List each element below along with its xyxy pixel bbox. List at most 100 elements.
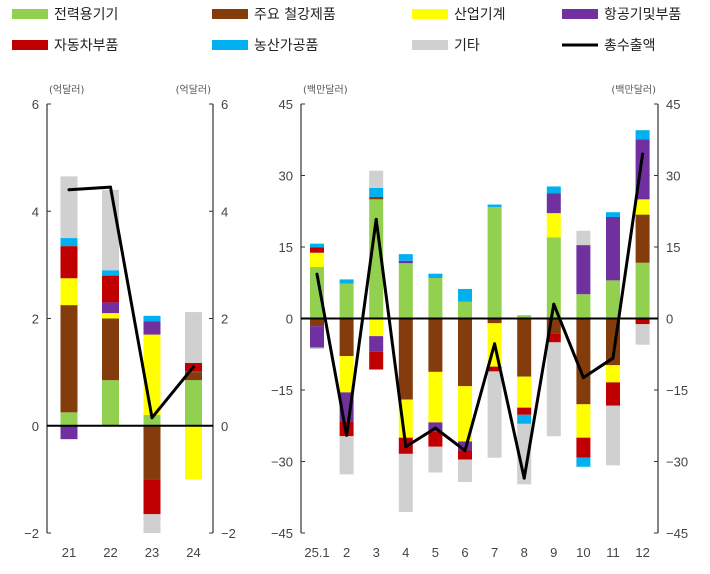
bar-segment bbox=[606, 212, 620, 217]
left-y-tick-label: −30 bbox=[271, 455, 293, 470]
bar-segment bbox=[185, 372, 202, 381]
annual-panel: 21 22 23 246 64 42 20 0−2 −2(억달러) (억달러) bbox=[24, 84, 236, 560]
bar-segment bbox=[576, 230, 591, 246]
total-exports-point bbox=[150, 416, 154, 420]
bar-segment bbox=[60, 412, 78, 426]
x-tick-label: 7 bbox=[491, 545, 498, 560]
x-tick-label: 23 bbox=[145, 545, 159, 560]
x-tick-label: 2 bbox=[343, 545, 350, 560]
bar-segment bbox=[635, 262, 650, 319]
legend-label: 산업기계 bbox=[454, 7, 506, 23]
legend-swatch bbox=[212, 40, 248, 50]
bar-segment bbox=[369, 196, 384, 200]
bar-segment bbox=[143, 334, 161, 416]
bar-segment bbox=[310, 318, 324, 327]
legend-label: 항공기및부품 bbox=[604, 7, 681, 23]
left-y-tick-label: −15 bbox=[271, 383, 293, 398]
bar-segment bbox=[517, 318, 532, 377]
bar-segment bbox=[458, 450, 472, 460]
right-y-tick-label: 30 bbox=[666, 169, 680, 184]
bar-segment bbox=[635, 324, 650, 345]
bar-segment bbox=[428, 431, 443, 447]
bar-segment bbox=[102, 189, 119, 271]
total-exports-point bbox=[315, 272, 319, 276]
bar-segment bbox=[398, 453, 413, 513]
bar-segment bbox=[60, 176, 78, 239]
bar-segment bbox=[310, 347, 324, 350]
bar-segment bbox=[60, 246, 78, 279]
legend-swatch bbox=[412, 9, 448, 19]
total-exports-point bbox=[109, 185, 112, 189]
bar-segment bbox=[546, 342, 561, 437]
bar-segment bbox=[546, 237, 561, 319]
x-tick-label: 3 bbox=[373, 545, 380, 560]
bar-segment bbox=[310, 252, 324, 268]
legend-label: 농산가공품 bbox=[254, 38, 319, 54]
legend-label: 전력용기기 bbox=[54, 7, 118, 23]
legend-swatch bbox=[212, 9, 248, 19]
bar-segment bbox=[576, 457, 591, 467]
legend-label: 자동차부품 bbox=[54, 38, 119, 54]
bar-segment bbox=[606, 365, 620, 383]
bar-segment bbox=[635, 318, 650, 325]
bar-segment bbox=[635, 214, 650, 263]
x-tick-label: 21 bbox=[62, 545, 76, 560]
bar-segment bbox=[635, 199, 650, 215]
bar-segment bbox=[369, 351, 384, 370]
bar-segment bbox=[487, 204, 502, 207]
x-tick-label: 24 bbox=[186, 545, 200, 560]
bar-segment bbox=[576, 404, 591, 438]
left-y-tick-label: 30 bbox=[279, 169, 293, 184]
bar-segment bbox=[606, 280, 620, 319]
x-tick-label: 6 bbox=[461, 545, 468, 560]
bar-segment bbox=[635, 130, 650, 140]
bar-segment bbox=[487, 366, 502, 372]
bar-segment bbox=[428, 318, 443, 372]
bar-segment bbox=[185, 312, 202, 364]
bar-segment bbox=[369, 318, 384, 337]
legend-label: 총수출액 bbox=[604, 38, 656, 54]
right-y-tick-label: 15 bbox=[666, 240, 680, 255]
bar-segment bbox=[576, 245, 591, 295]
left-y-tick-label: 0 bbox=[32, 419, 39, 434]
left-y-tick-label: −2 bbox=[24, 526, 39, 541]
right-y-tick-label: 6 bbox=[221, 97, 228, 112]
bar-segment bbox=[143, 479, 161, 515]
x-tick-label: 5 bbox=[432, 545, 439, 560]
x-tick-label: 22 bbox=[103, 545, 117, 560]
bar-segment bbox=[102, 302, 119, 314]
bar-segment bbox=[369, 187, 384, 197]
left-y-tick-label: 6 bbox=[32, 97, 39, 112]
total-exports-point bbox=[433, 426, 437, 430]
right-y-tick-label: −15 bbox=[666, 383, 688, 398]
bar-segment bbox=[398, 263, 413, 319]
bar-segment bbox=[517, 407, 532, 415]
bar-segment bbox=[517, 376, 532, 408]
x-tick-label: 12 bbox=[635, 545, 649, 560]
bar-segment bbox=[576, 437, 591, 458]
right-y-tick-label: −30 bbox=[666, 455, 688, 470]
total-exports-point bbox=[552, 302, 556, 306]
legend-label: 주요 철강제품 bbox=[254, 7, 336, 23]
bar-segment bbox=[458, 301, 472, 319]
bar-segment bbox=[102, 380, 119, 426]
bar-segment bbox=[60, 278, 78, 306]
bar-segment bbox=[102, 318, 119, 381]
bar-segment bbox=[369, 336, 384, 352]
total-exports-point bbox=[641, 152, 645, 156]
bar-segment bbox=[398, 318, 413, 400]
left-y-tick-label: 0 bbox=[286, 312, 293, 327]
bar-segment bbox=[339, 283, 354, 319]
bar-segment bbox=[339, 318, 354, 357]
legend-swatch bbox=[12, 9, 48, 19]
bar-segment bbox=[102, 270, 119, 276]
bar-segment bbox=[339, 436, 354, 475]
bar-segment bbox=[576, 318, 591, 405]
bar-segment bbox=[576, 294, 591, 319]
bar-segment bbox=[398, 260, 413, 264]
bar-segment bbox=[310, 267, 324, 319]
left-y-tick-label: 4 bbox=[32, 204, 39, 219]
